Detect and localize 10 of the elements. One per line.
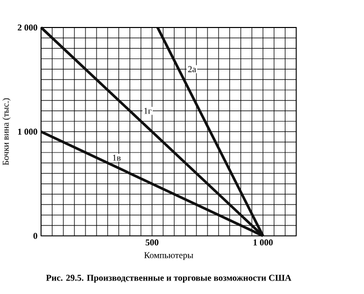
text: Рис. 29.5. Производственные и торговые возможности США [46,274,292,283]
y-tick-label: 0 [33,232,38,239]
annotation: 1г [144,108,152,114]
annotation: 2а [188,66,196,72]
x-tick-label: 500 [146,239,158,246]
x-axis-title: Компьютеры [144,252,194,260]
y-tick-label: 1 000 [18,128,38,135]
y-tick-label: 2 000 [18,24,38,31]
annotation: 1в [112,154,121,161]
y-axis-title: Бочки вина (тыс.) [2,98,11,166]
